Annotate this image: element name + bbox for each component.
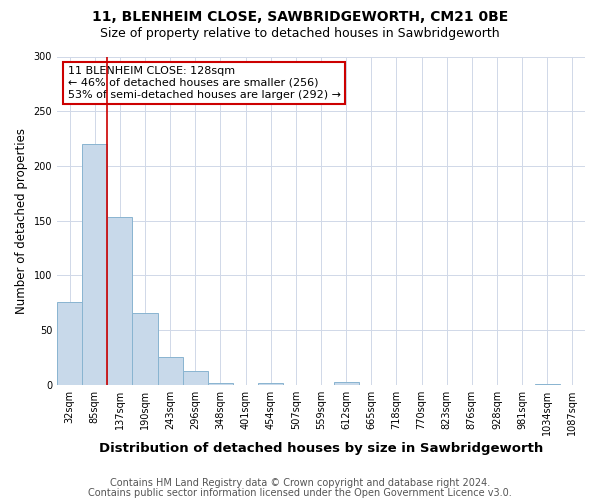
Bar — [258, 382, 283, 385]
Bar — [158, 358, 183, 385]
Bar — [57, 302, 82, 385]
Bar — [183, 370, 208, 385]
Bar — [208, 382, 233, 385]
Bar — [107, 218, 133, 385]
Text: Size of property relative to detached houses in Sawbridgeworth: Size of property relative to detached ho… — [100, 28, 500, 40]
Bar — [133, 312, 158, 385]
Bar — [82, 144, 107, 385]
Text: Contains public sector information licensed under the Open Government Licence v3: Contains public sector information licen… — [88, 488, 512, 498]
Text: 11, BLENHEIM CLOSE, SAWBRIDGEWORTH, CM21 0BE: 11, BLENHEIM CLOSE, SAWBRIDGEWORTH, CM21… — [92, 10, 508, 24]
Text: Contains HM Land Registry data © Crown copyright and database right 2024.: Contains HM Land Registry data © Crown c… — [110, 478, 490, 488]
Bar — [535, 384, 560, 385]
Bar — [334, 382, 359, 385]
Text: 11 BLENHEIM CLOSE: 128sqm
← 46% of detached houses are smaller (256)
53% of semi: 11 BLENHEIM CLOSE: 128sqm ← 46% of detac… — [68, 66, 341, 100]
Y-axis label: Number of detached properties: Number of detached properties — [15, 128, 28, 314]
X-axis label: Distribution of detached houses by size in Sawbridgeworth: Distribution of detached houses by size … — [99, 442, 543, 455]
